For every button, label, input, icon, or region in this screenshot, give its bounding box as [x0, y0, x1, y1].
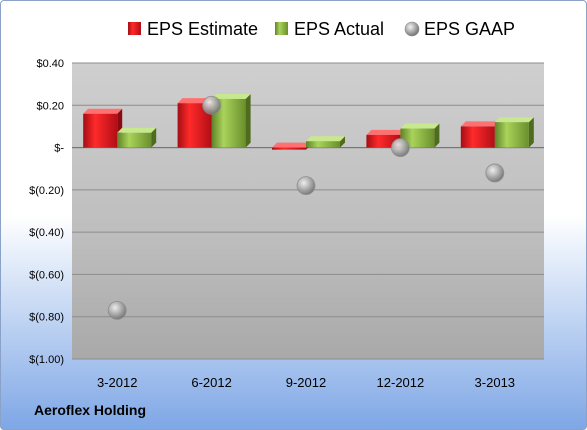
marker-eps-gaap — [485, 163, 505, 183]
marker-eps-gaap — [107, 300, 127, 320]
y-tick-label: $(0.40) — [29, 227, 64, 239]
bar-eps-estimate — [460, 121, 500, 148]
bar-eps-actual — [400, 123, 440, 148]
x-tick-label: 6-2012 — [191, 375, 231, 390]
y-tick-label: $- — [54, 143, 64, 155]
bar-eps-estimate — [83, 108, 123, 148]
legend-swatch — [404, 21, 420, 37]
marker-eps-gaap — [202, 95, 222, 115]
y-tick-label: $0.20 — [36, 100, 64, 112]
y-tick-label: $(0.80) — [29, 312, 64, 324]
x-tick-label: 3-2013 — [475, 375, 515, 390]
x-tick-label: 12-2012 — [377, 375, 425, 390]
legend-label: EPS Actual — [294, 19, 384, 39]
marker-eps-gaap — [390, 138, 410, 157]
company-name: Aeroflex Holding — [34, 402, 147, 418]
legend-eps-actual: EPS Actual — [275, 19, 384, 39]
legend-eps-gaap: EPS GAAP — [404, 19, 515, 39]
legend: EPS Estimate EPS Actual EPS GAAP — [128, 19, 515, 39]
bar-eps-actual — [306, 136, 345, 148]
x-tick-label: 3-2012 — [97, 375, 137, 390]
y-tick-label: $(1.00) — [29, 354, 64, 366]
y-tick-label: $0.40 — [36, 58, 64, 70]
legend-label: EPS GAAP — [424, 19, 515, 39]
marker-eps-gaap — [296, 176, 316, 196]
legend-swatch — [275, 22, 288, 35]
plot-background — [72, 63, 544, 359]
y-tick-label: $(0.20) — [29, 185, 64, 197]
legend-swatch — [128, 22, 141, 35]
plot-area: $0.40 $0.20 $- $(0.20) $(0.40) $(0.60) $(0.80)… — [29, 58, 544, 390]
bar-eps-estimate — [272, 142, 311, 150]
legend-label: EPS Estimate — [147, 19, 258, 39]
bar-eps-actual — [211, 93, 251, 148]
bar-eps-actual — [117, 127, 157, 148]
bar-eps-actual — [494, 117, 534, 148]
y-tick-label: $(0.60) — [29, 269, 64, 281]
x-tick-label: 9-2012 — [286, 375, 326, 390]
legend-eps-estimate: EPS Estimate — [128, 19, 258, 39]
